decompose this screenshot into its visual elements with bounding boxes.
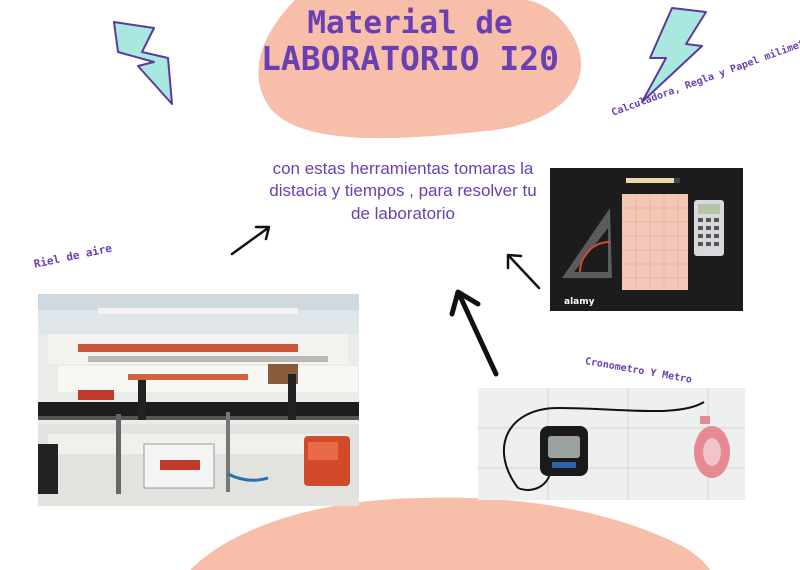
photo-watermark: alamy — [564, 297, 595, 307]
lightning-right-icon — [641, 7, 707, 103]
bottom-blob — [190, 497, 710, 570]
title-line-1: Material de — [307, 5, 513, 41]
label-air-track: Riel de aire — [32, 241, 114, 271]
title-line-2: LABORATORIO I20 — [260, 38, 559, 78]
arrow-left-icon — [230, 225, 271, 256]
air-track-photo — [38, 294, 359, 506]
calculator-ruler-photo: alamy — [550, 168, 743, 311]
stopwatch-tape-photo — [478, 388, 745, 500]
lightning-left-icon — [113, 21, 173, 105]
label-chrono: Cronometro Y Metro — [584, 356, 693, 386]
arrow-right-icon — [506, 253, 541, 290]
arrow-center-icon — [449, 289, 499, 377]
top-blob — [258, 0, 582, 139]
description-text: con estas herramientas tomaras la distac… — [269, 159, 537, 223]
page-title: Material de LABORATORIO I20 — [240, 6, 580, 78]
